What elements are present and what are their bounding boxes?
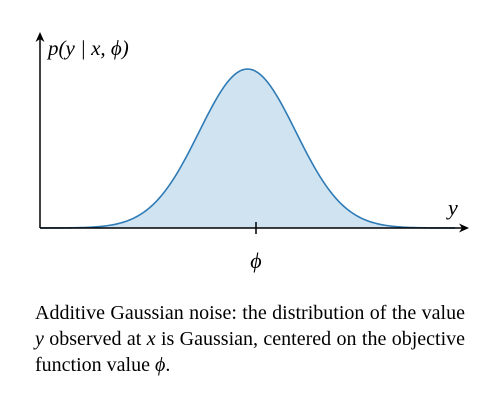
caption-var-x: x [146,328,156,350]
gaussian-figure: p(y | x, ϕ) y ϕ [35,32,469,273]
y-axis-arrowhead [35,32,45,42]
caption-text-4: . [165,354,171,376]
caption-var-phi: ϕ [154,354,166,376]
gaussian-curve [40,68,455,229]
caption-var-y: y [35,328,44,350]
gaussian-area-fill [40,69,455,228]
caption-text-2: observed at [43,328,147,350]
x-axis-label: y [446,195,458,220]
x-axis-arrowhead [459,223,469,233]
caption-text-3: is Gaussian, centered on the objective f… [35,328,465,376]
y-axis-label: p(y | x, ϕ) [46,36,129,60]
center-tick-label: ϕ [250,248,261,273]
figure-caption: Additive Gaussian noise: the distributio… [35,300,465,378]
caption-text-1: Additive Gaussian noise: the distributio… [35,302,465,324]
